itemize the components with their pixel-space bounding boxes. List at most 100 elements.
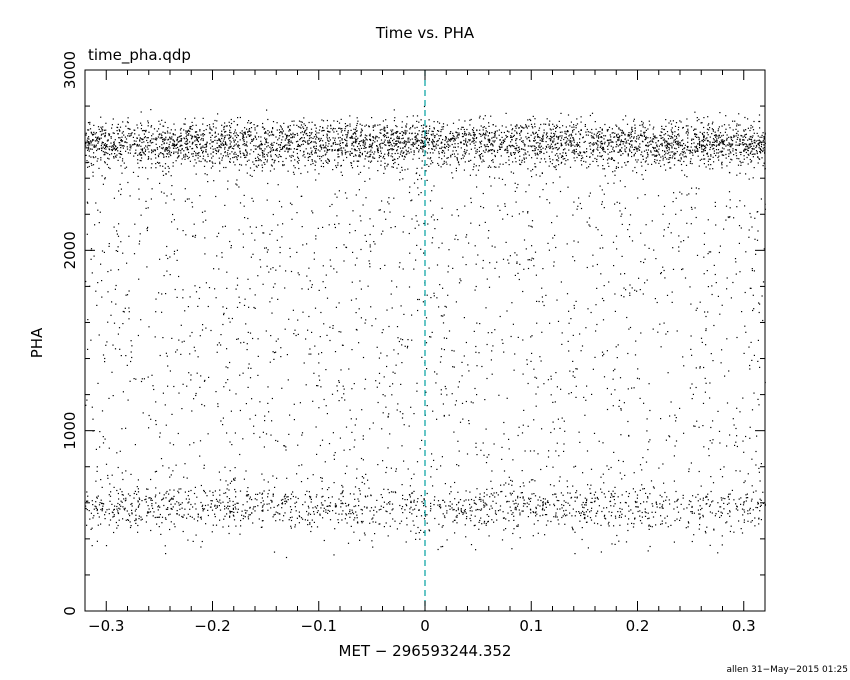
data-point [417, 133, 419, 135]
data-point [175, 160, 177, 162]
data-point [738, 158, 740, 160]
data-point [691, 505, 693, 508]
data-point [476, 151, 478, 153]
data-point [270, 148, 272, 150]
data-point [145, 498, 147, 500]
data-point [163, 142, 165, 144]
data-point [355, 155, 357, 157]
data-point [545, 503, 547, 505]
data-point [426, 137, 428, 139]
data-point [611, 128, 613, 130]
data-point [755, 150, 758, 152]
data-point [183, 154, 185, 156]
data-point [624, 150, 626, 152]
data-point [615, 167, 617, 169]
data-point [468, 499, 470, 501]
data-point [209, 128, 211, 130]
data-point [417, 526, 419, 529]
data-point [739, 140, 741, 142]
data-point [186, 137, 188, 140]
data-point [254, 498, 256, 500]
data-point [143, 133, 145, 135]
data-point [134, 510, 136, 512]
data-point [527, 145, 529, 147]
data-point [90, 131, 92, 133]
data-point [276, 149, 278, 151]
data-point [608, 490, 610, 492]
data-point [403, 155, 406, 157]
data-point [251, 140, 253, 142]
data-point [214, 119, 216, 122]
data-point [129, 521, 131, 523]
data-point [138, 505, 140, 507]
data-point [239, 151, 241, 153]
data-point [108, 133, 110, 135]
data-point [280, 131, 282, 133]
data-point [215, 498, 218, 500]
data-point [538, 129, 540, 131]
data-point [619, 144, 622, 146]
data-point [191, 148, 193, 150]
data-point [196, 137, 198, 139]
data-point [449, 493, 451, 495]
data-point [402, 498, 404, 500]
data-point [519, 163, 521, 165]
data-point [377, 160, 379, 162]
data-point [292, 151, 295, 153]
data-point [238, 169, 240, 171]
data-point [743, 149, 745, 151]
data-point [521, 159, 523, 161]
data-point [402, 137, 404, 139]
data-point [238, 144, 240, 147]
data-point [711, 128, 713, 130]
data-point [747, 520, 749, 522]
data-point [243, 132, 245, 134]
data-point [670, 167, 672, 169]
data-point [269, 150, 271, 152]
data-point [636, 149, 638, 151]
data-point [94, 133, 96, 135]
data-point [571, 126, 573, 128]
data-point [147, 137, 149, 139]
data-point [715, 135, 717, 137]
data-point [300, 127, 302, 129]
data-point [666, 496, 668, 498]
data-point [245, 149, 247, 151]
data-point [187, 513, 189, 515]
data-point [648, 517, 650, 519]
data-point [352, 141, 354, 143]
data-point [212, 494, 214, 496]
data-point [123, 498, 125, 500]
data-point [609, 151, 611, 153]
data-point [735, 144, 737, 146]
data-point [291, 137, 293, 139]
data-point [412, 520, 414, 522]
data-point [156, 147, 158, 149]
data-point [590, 510, 592, 512]
data-point [437, 140, 439, 142]
data-point [249, 507, 251, 509]
data-point [641, 165, 643, 167]
data-point [254, 506, 256, 508]
data-point [255, 148, 257, 150]
data-point [147, 148, 149, 150]
data-point [338, 513, 340, 515]
data-point [107, 146, 109, 148]
data-point [90, 528, 92, 530]
data-point [212, 155, 214, 157]
data-point [135, 519, 137, 521]
data-point [491, 519, 493, 521]
data-point [118, 137, 120, 139]
data-point [571, 526, 573, 528]
data-point [626, 161, 629, 163]
data-point [463, 151, 465, 153]
data-point [452, 177, 454, 179]
data-point [745, 129, 747, 131]
data-point [548, 123, 550, 125]
data-point [346, 140, 348, 142]
data-point [423, 499, 425, 501]
data-point [660, 523, 662, 525]
data-point [495, 125, 497, 127]
data-point [680, 503, 682, 505]
data-point [97, 158, 99, 160]
